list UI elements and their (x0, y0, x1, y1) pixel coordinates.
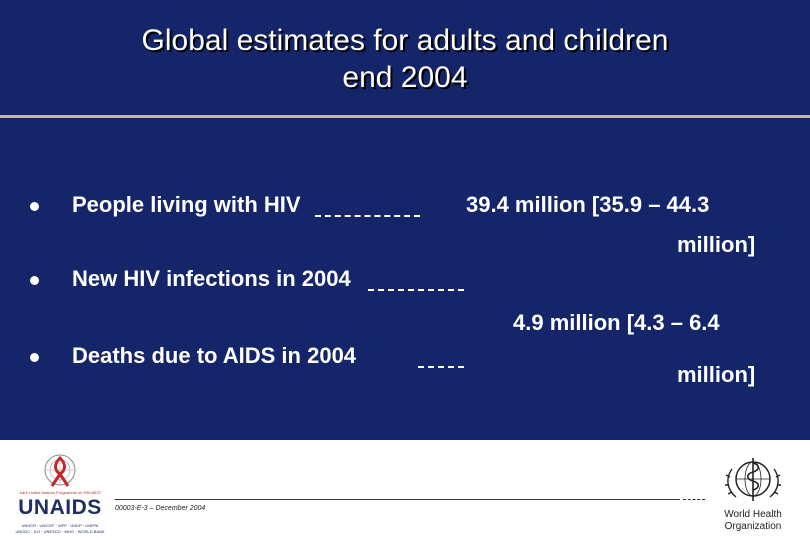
item-new-infections: New HIV infections in 2004 (72, 266, 351, 291)
value-infections-line2: million] (677, 362, 756, 387)
footer-rule-dash (683, 499, 705, 500)
item-people-living: People living with HIV (72, 192, 301, 217)
who-text-line-2: Organization (724, 521, 782, 532)
unaids-programme-text: Joint United Nations Programme on HIV/AI… (19, 490, 101, 495)
bullet-dot (30, 202, 39, 211)
slide-title: Global estimates for adults and children… (0, 22, 810, 96)
value-infections-line1: 4.9 million [4.3 – 6.4 (513, 310, 720, 335)
footer-code: 00003-E-3 – December 2004 (115, 505, 206, 512)
value-people-living-line1: 39.4 million [35.9 – 44.3 (466, 192, 710, 217)
value-people-living-line2: million] (677, 232, 756, 257)
leader-dots (315, 215, 420, 217)
who-text-line-1: World Health (724, 509, 782, 520)
title-line-2: end 2004 (342, 61, 468, 94)
footer-rule (115, 499, 680, 500)
bullet-dot (30, 276, 39, 285)
unaids-cosponsors-1: UNHCR · UNICEF · WFP · UNDP · UNFPA (21, 523, 99, 528)
who-emblem-icon (725, 458, 781, 501)
leader-dots (368, 289, 464, 291)
slide-background (0, 0, 810, 440)
bullet-dot (30, 353, 39, 362)
item-deaths: Deaths due to AIDS in 2004 (72, 343, 357, 368)
un-emblem-ribbon-icon (44, 454, 76, 487)
unaids-logo: Joint United Nations Programme on HIV/AI… (12, 450, 108, 536)
leader-dots (418, 366, 464, 368)
title-rule (0, 115, 810, 118)
title-line-1: Global estimates for adults and children (141, 24, 669, 57)
who-logo: World Health Organization (718, 455, 788, 535)
unaids-wordmark: UNAIDS (18, 496, 102, 519)
unaids-cosponsors-2: UNODC · ILO · UNESCO · WHO · WORLD BANK (15, 529, 105, 534)
